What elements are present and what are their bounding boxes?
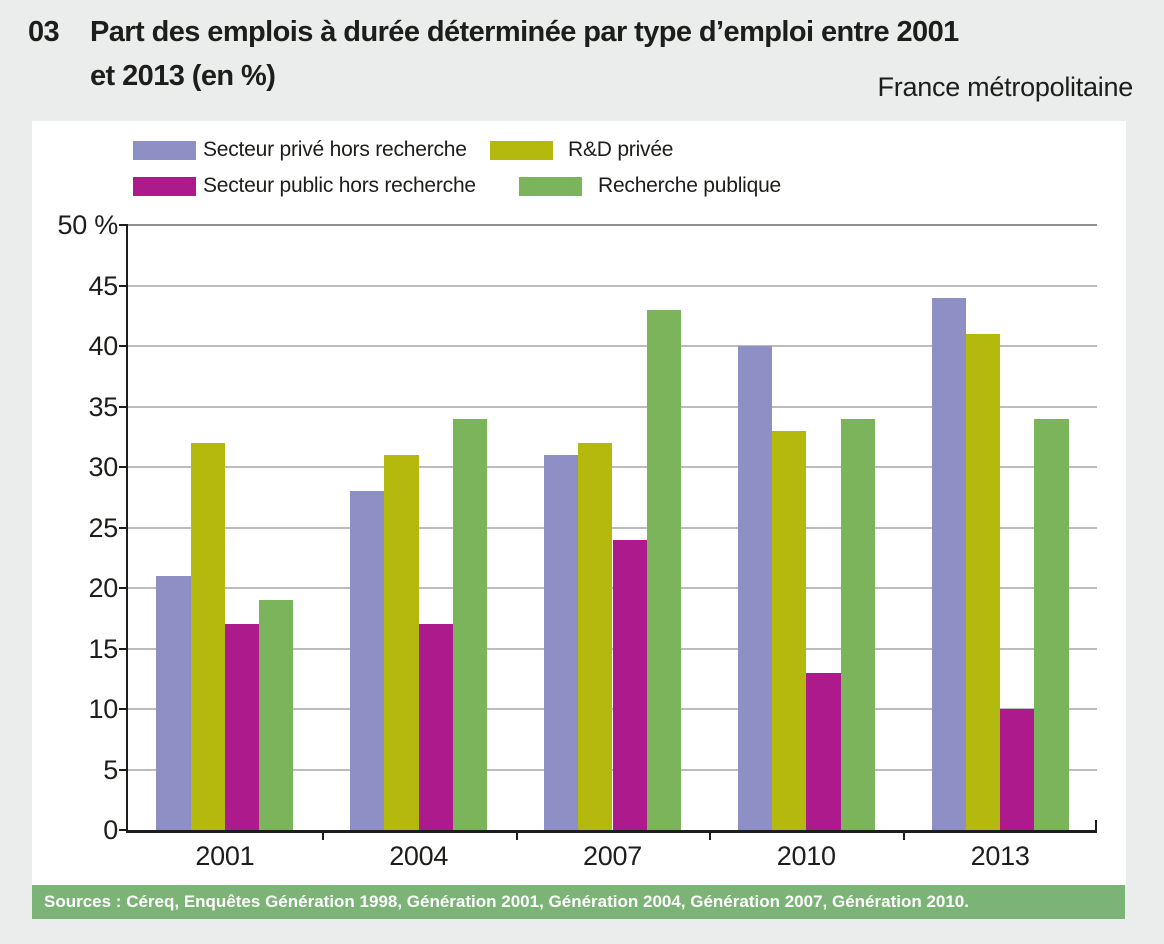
bar-2010-series-1 [772,430,807,830]
y-axis-tick-10 [119,708,128,710]
bar-2010-series-2 [806,672,841,830]
bar-2007-series-0 [543,454,579,830]
chart-panel: Secteur privé hors recherche R&D privée … [32,121,1126,885]
y-axis-tick-5 [119,768,128,771]
gridline-35 [128,405,1097,408]
y-axis-tick-50 [119,224,128,226]
x-axis-label-2010: 2010 [776,841,836,871]
y-axis-label-35: 35 [88,391,119,422]
y-axis-label-25: 25 [88,512,119,543]
legend-swatch-rd-privee [490,141,553,160]
bar-2010-series-0 [737,346,772,830]
bar-2007-series-2 [612,539,647,830]
gridline-25 [128,526,1097,529]
bar-2001-series-2 [224,624,260,830]
x-axis-tick-4 [903,833,906,840]
x-axis-label-2013: 2013 [970,841,1030,871]
y-axis-label-40: 40 [88,331,119,361]
gridline-50 [128,224,1097,226]
y-axis-tick-25 [119,526,128,529]
y-axis-tick-20 [119,587,128,589]
gridline-40 [128,345,1097,347]
gridline-45 [128,284,1097,287]
y-axis-label-50: 50 % [57,210,119,240]
bar-2004-series-3 [453,418,488,830]
y-axis-label-20: 20 [88,573,119,603]
legend-label-secteur-public: Secteur public hors recherche [203,174,476,197]
x-axis-label-2007: 2007 [582,841,642,871]
gridline-30 [128,466,1097,468]
legend-label-recherche-publique: Recherche publique [598,174,782,197]
y-axis-tick-30 [119,466,128,468]
x-axis-line [126,830,1097,833]
y-axis-label-10: 10 [88,694,119,724]
page-title-line2: et 2013 (en %) [90,60,276,92]
bar-2007-series-3 [646,309,682,830]
bar-2004-series-1 [384,454,419,830]
bar-2001-series-0 [156,575,191,830]
y-axis-tick-15 [119,647,128,650]
bar-2004-series-0 [350,491,385,830]
y-axis-tick-40 [119,345,128,347]
y-axis-label-45: 45 [88,270,119,301]
legend-label-rd-privee: R&D privée [568,138,674,161]
x-axis-tick-2 [515,833,518,840]
bar-2007-series-1 [578,442,613,830]
bar-2010-series-3 [840,418,875,830]
x-axis-end-tick [1095,820,1097,833]
y-axis-label-30: 30 [88,452,119,482]
source-banner: Sources : Céreq, Enquêtes Génération 199… [32,885,1125,919]
y-axis-label-15: 15 [88,633,119,664]
x-axis-tick-3 [709,833,712,840]
x-axis-label-2004: 2004 [389,841,449,871]
legend-label-secteur-prive: Secteur privé hors recherche [203,138,467,161]
y-axis-tick-35 [119,405,128,408]
region-label: France métropolitaine [877,72,1134,102]
y-axis-label-0: 0 [103,815,118,845]
y-axis-tick-0 [119,829,128,831]
y-axis-tick-45 [119,284,128,287]
bar-2004-series-2 [418,624,453,830]
legend-swatch-secteur-prive [133,141,196,160]
x-axis-tick-1 [321,833,324,840]
bar-chart-plot-area: 0 5 10 15 20 25 30 35 40 45 50 % 2001 2004 2007 2010 20… [32,121,1126,885]
bar-2013-series-2 [1000,709,1035,830]
bar-2001-series-3 [259,600,294,830]
legend-swatch-secteur-public [133,177,196,196]
bar-2013-series-3 [1034,418,1069,830]
y-axis-label-5: 5 [103,754,118,785]
bar-2001-series-1 [190,442,225,830]
bar-2013-series-1 [965,333,1001,830]
legend-swatch-recherche-publique [519,177,582,196]
figure-number: 03 [28,16,60,48]
y-axis-line [126,225,128,830]
x-axis-label-2001: 2001 [195,841,255,871]
bar-2013-series-0 [931,297,966,830]
page-title-line1: Part des emplois à durée déterminée par … [90,16,959,48]
